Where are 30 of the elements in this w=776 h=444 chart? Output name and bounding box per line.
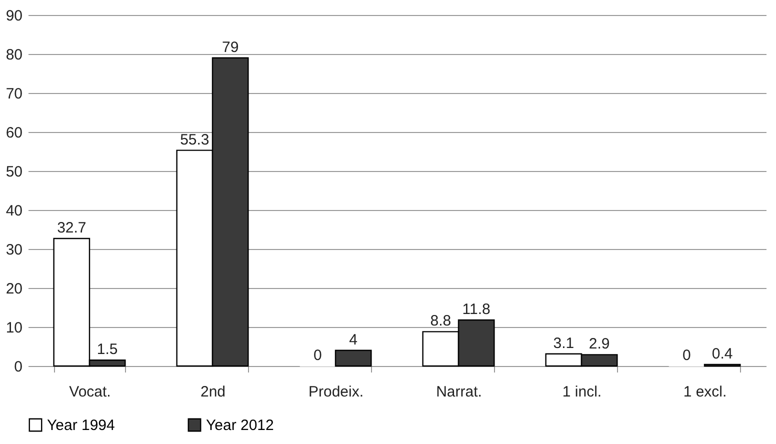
y-tick-label: 30 bbox=[6, 242, 22, 258]
x-tick-label: 1 incl. bbox=[562, 384, 602, 400]
x-tick-label: Prodeix. bbox=[308, 384, 364, 400]
y-tick-label: 10 bbox=[6, 320, 22, 336]
data-label: 1.5 bbox=[96, 341, 118, 358]
data-label: 2.9 bbox=[588, 336, 610, 353]
data-label: 0 bbox=[682, 347, 691, 364]
data-label: 4 bbox=[349, 331, 358, 348]
x-tick-label: Vocat. bbox=[69, 384, 111, 400]
data-label: 55.3 bbox=[180, 131, 210, 148]
x-tick-label: 1 excl. bbox=[683, 384, 727, 400]
legend-label: Year 2012 bbox=[206, 416, 274, 434]
y-tick-label: 60 bbox=[6, 124, 22, 142]
data-label: 32.7 bbox=[57, 219, 86, 236]
y-tick-label: 40 bbox=[6, 202, 22, 220]
data-label: 11.8 bbox=[462, 300, 490, 318]
data-label: 3.1 bbox=[553, 334, 574, 352]
x-tick-label: Narrat. bbox=[436, 384, 482, 400]
data-label: 0.4 bbox=[712, 345, 733, 362]
y-tick-label: 80 bbox=[6, 46, 22, 64]
y-tick-label: 50 bbox=[6, 164, 22, 180]
data-label: 79 bbox=[222, 38, 239, 56]
legend-label: Year 1994 bbox=[47, 416, 115, 434]
y-tick-label: 0 bbox=[14, 358, 22, 376]
y-tick-label: 70 bbox=[6, 86, 22, 102]
x-tick-label: 2nd bbox=[200, 384, 226, 400]
y-tick-label: 90 bbox=[6, 8, 22, 24]
data-label: 0 bbox=[313, 347, 322, 364]
y-tick-label: 20 bbox=[6, 280, 22, 298]
data-label: 8.8 bbox=[430, 312, 452, 330]
